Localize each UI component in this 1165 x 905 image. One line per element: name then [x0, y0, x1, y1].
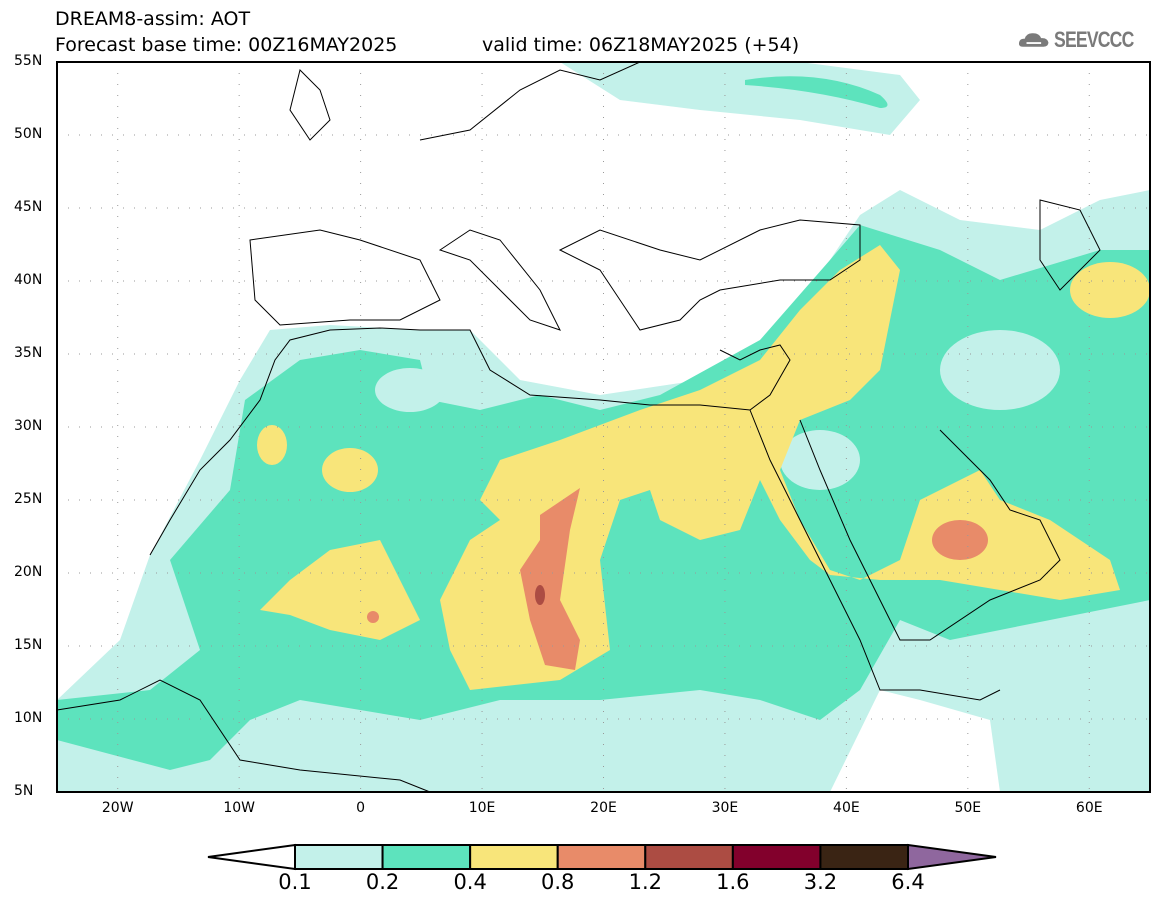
clean-area: [940, 330, 1060, 410]
aot-0.4-0.8-blob: [1070, 262, 1150, 318]
aot-0.4-0.8-region: [440, 245, 1120, 690]
lat-label: 50N: [14, 126, 43, 142]
logo-text: SEEVCCC: [1053, 27, 1134, 52]
coastline: [149, 327, 791, 556]
colorbar-swatch: [731, 844, 822, 870]
lat-label: 15N: [14, 637, 43, 653]
seevccc-logo: SEEVCCC: [1018, 22, 1153, 58]
coastline: [1039, 199, 1101, 291]
legend-label: 6.4: [891, 870, 925, 894]
lat-label: 30N: [14, 418, 43, 434]
map-title: DREAM8-assim: AOT: [55, 8, 251, 30]
colorbar-under-arrow: [207, 843, 296, 871]
lat-label: 55N: [14, 53, 43, 69]
aot-0.4-0.8-blob: [322, 448, 378, 492]
lon-label: 20E: [590, 800, 617, 816]
legend-label: 0.8: [541, 870, 575, 894]
lon-label: 40E: [833, 800, 860, 816]
coastline: [799, 419, 1061, 641]
lat-label: 5N: [14, 783, 34, 799]
forecast-base-time: Forecast base time: 00Z16MAY2025: [55, 34, 398, 56]
legend-label: 0.4: [453, 870, 487, 894]
aot-0.8-1.2-region-arabia: [932, 520, 988, 560]
aot-1.2-1.6-region: [535, 585, 545, 605]
lon-label: 20W: [101, 800, 134, 816]
lat-label: 10N: [14, 710, 43, 726]
coastline: [419, 61, 641, 141]
legend-label: 1.6: [716, 870, 750, 894]
map-frame: [56, 61, 1151, 793]
lon-label: 50E: [954, 800, 982, 816]
aot-0.4-0.8-region-west: [260, 540, 420, 640]
colorbar-swatch: [644, 844, 734, 870]
lon-label: 10E: [468, 800, 496, 816]
lon-label: 60E: [1075, 800, 1103, 816]
colorbar: [207, 843, 997, 871]
coastline: [249, 229, 441, 326]
lat-label: 40N: [14, 272, 43, 288]
colorbar-over-arrow: [907, 843, 997, 871]
aot-0.8-1.2-blob: [367, 611, 379, 623]
lat-label: 20N: [14, 564, 43, 580]
legend-label: 0.2: [365, 870, 400, 894]
lon-label: 0: [356, 800, 366, 816]
coastline: [56, 679, 431, 793]
lat-label: 25N: [14, 491, 43, 507]
aot-0.8-1.2-region: [520, 488, 580, 670]
clean-area: [780, 430, 860, 490]
colorbar-swatch: [294, 844, 384, 870]
lon-label: 30E: [711, 800, 739, 816]
colorbar-swatch: [381, 844, 472, 870]
lat-label: 35N: [14, 345, 43, 361]
coastline: [558, 219, 861, 331]
lon-label: 10W: [223, 800, 255, 816]
coastline: [749, 409, 1001, 701]
cloud-icon: [1018, 33, 1049, 47]
colorbar-swatch: [819, 844, 910, 870]
coastline: [438, 229, 561, 331]
legend-label: 0.1: [278, 870, 312, 894]
valid-time: valid time: 06Z18MAY2025 (+54): [482, 34, 800, 56]
aot-0.4-0.8-blob: [257, 425, 287, 465]
clean-area: [375, 368, 445, 412]
aot-0.2-0.4-region-north: [745, 76, 888, 108]
legend-label: 1.2: [628, 870, 662, 894]
coastline: [289, 69, 331, 141]
legend-label: 3.2: [803, 870, 838, 894]
lat-label: 45N: [14, 199, 43, 215]
colorbar-swatch: [556, 844, 647, 870]
colorbar-swatch: [469, 844, 559, 870]
